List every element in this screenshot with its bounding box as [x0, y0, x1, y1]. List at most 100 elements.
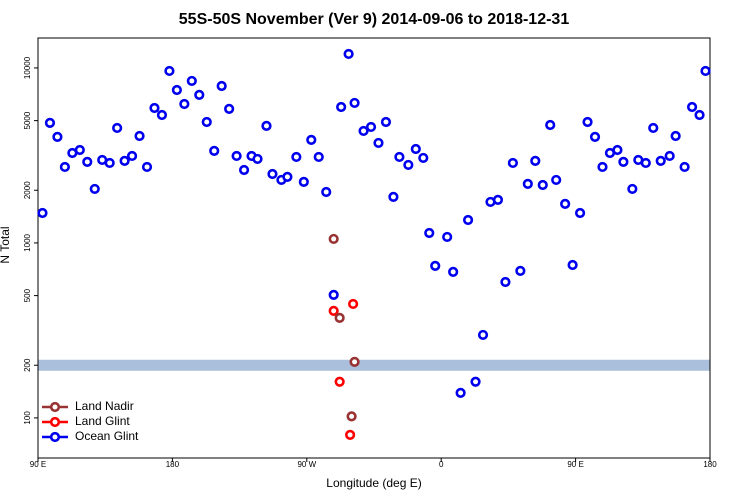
point [537, 179, 548, 191]
point [640, 157, 651, 169]
point [306, 134, 317, 145]
point [59, 161, 70, 173]
point [507, 157, 518, 169]
y-tick-label: 500 [23, 288, 32, 302]
point [492, 194, 504, 205]
point [209, 145, 220, 156]
point [545, 119, 556, 131]
point [574, 207, 586, 219]
point [134, 130, 145, 142]
point [282, 171, 293, 183]
point [321, 186, 332, 198]
point [291, 151, 302, 163]
x-axis-label: Longitude (deg E) [326, 476, 421, 490]
point [477, 329, 489, 341]
x-tick-label: 90 W [297, 460, 316, 469]
point [430, 260, 441, 272]
point [403, 159, 414, 171]
point [648, 122, 659, 134]
point [201, 116, 212, 128]
point [334, 312, 345, 323]
point [448, 266, 459, 277]
point [119, 155, 130, 166]
point [231, 150, 242, 162]
legend-marker [49, 431, 61, 443]
point [418, 152, 429, 164]
point [358, 125, 369, 137]
chart-title: 55S-50S November (Ver 9) 2014-09-06 to 2… [179, 11, 570, 28]
point [44, 117, 56, 128]
point [238, 164, 250, 176]
y-tick-label: 200 [23, 358, 32, 372]
point [104, 157, 115, 169]
point [655, 155, 666, 166]
point [89, 183, 100, 195]
point [313, 151, 324, 163]
legend-marker [49, 401, 61, 413]
point [455, 387, 466, 398]
point [394, 151, 405, 163]
point [700, 65, 711, 77]
legend-label: Land Glint [75, 414, 130, 428]
point [328, 305, 339, 316]
point [373, 137, 384, 149]
point [347, 298, 359, 310]
y-axis-label: N Total [0, 226, 12, 263]
point [694, 109, 705, 121]
y-tick-label: 10000 [23, 56, 32, 79]
point [500, 276, 511, 288]
point [551, 174, 562, 186]
y-tick-label: 5000 [23, 111, 32, 129]
point [442, 231, 453, 243]
point [462, 214, 474, 226]
point [224, 103, 235, 114]
point [612, 144, 623, 156]
point [261, 120, 272, 132]
point [328, 289, 339, 300]
point [597, 161, 608, 173]
x-tick-label: 180 [703, 460, 717, 469]
point [126, 150, 138, 162]
point [380, 116, 392, 128]
point [410, 143, 421, 155]
point [670, 130, 681, 142]
point [349, 356, 360, 367]
legend-label: Ocean Glint [75, 429, 139, 443]
point [560, 198, 571, 210]
point [298, 176, 309, 187]
point [686, 101, 698, 113]
y-tick-label: 2000 [23, 181, 32, 199]
point [52, 131, 63, 142]
y-tick-label: 100 [23, 411, 32, 425]
point [470, 376, 481, 387]
point [618, 156, 629, 168]
point [194, 89, 205, 100]
point [334, 376, 345, 387]
point [171, 84, 182, 96]
point [664, 150, 675, 162]
point [82, 156, 93, 168]
point [627, 183, 638, 195]
point [149, 102, 160, 114]
point [365, 121, 377, 133]
point [388, 191, 399, 202]
point [328, 233, 339, 245]
point [582, 116, 593, 128]
point [589, 131, 601, 142]
point [216, 80, 227, 92]
legend-marker [49, 416, 61, 428]
x-tick-label: 90 E [30, 460, 46, 469]
point [179, 98, 190, 110]
point [156, 109, 168, 121]
point [343, 48, 354, 60]
point [37, 207, 48, 219]
point [515, 265, 526, 277]
point [522, 178, 533, 190]
point [252, 153, 263, 165]
point [74, 144, 85, 156]
point [164, 65, 175, 77]
point [141, 161, 153, 173]
point [345, 429, 356, 440]
x-tick-label: 90 E [567, 460, 583, 469]
x-tick-label: 180 [166, 460, 180, 469]
